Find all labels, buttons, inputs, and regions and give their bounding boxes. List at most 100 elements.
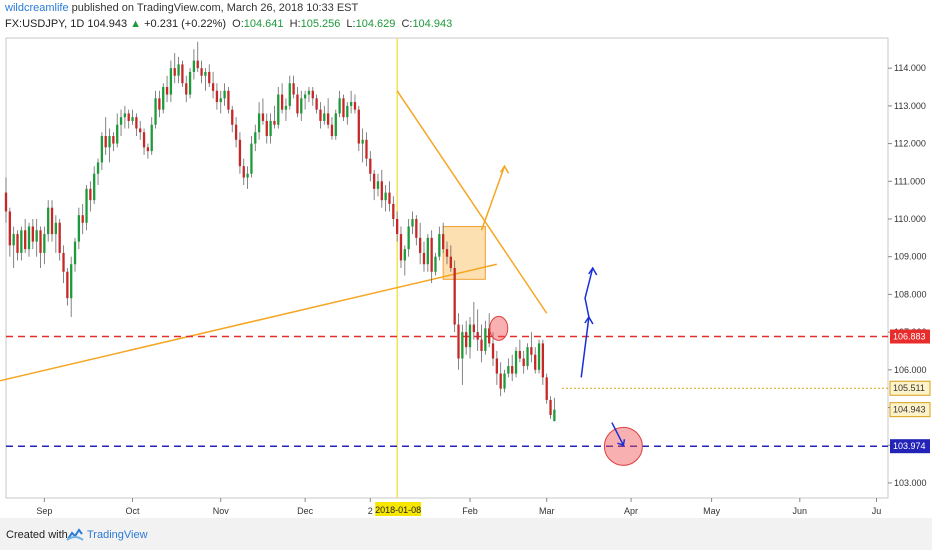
- arrowhead-icon: [617, 439, 626, 447]
- candle-body: [380, 181, 383, 201]
- candle-body: [330, 124, 334, 137]
- candle-body: [89, 188, 92, 201]
- candle-body: [58, 222, 61, 253]
- x-tick-label: May: [703, 506, 721, 516]
- up-triangle-icon: ▲: [130, 18, 142, 30]
- candle-body: [223, 90, 226, 99]
- candle-body: [39, 230, 42, 253]
- candle-body: [238, 139, 242, 167]
- candle-body: [139, 128, 142, 133]
- candle-body: [273, 120, 276, 125]
- candle-body: [257, 113, 261, 133]
- y-tick-label: 106.000: [894, 365, 927, 375]
- candle-body: [392, 203, 395, 219]
- candle-body: [530, 347, 533, 355]
- candle-body: [165, 87, 169, 95]
- y-tick-label: 109.000: [894, 252, 927, 262]
- x-tick-label: Sep: [36, 506, 52, 516]
- low-label: L:: [346, 18, 356, 30]
- candle-body: [211, 83, 215, 91]
- candle-body: [372, 173, 376, 189]
- candle-body: [280, 94, 284, 110]
- candle-body: [537, 343, 541, 370]
- y-tick-label: 103.000: [894, 478, 927, 488]
- candle-body: [442, 234, 445, 250]
- candle-body: [127, 113, 130, 121]
- open-value: 104.641: [243, 18, 284, 30]
- footer-bar: Created with TradingView: [0, 518, 932, 550]
- candle-body: [100, 136, 104, 163]
- candle-body: [200, 68, 203, 76]
- candle-body: [96, 162, 100, 174]
- candle-body: [188, 71, 192, 95]
- tradingview-logo-icon[interactable]: [66, 528, 84, 547]
- candle-body: [411, 218, 414, 227]
- x-tick-label: Oct: [126, 506, 141, 516]
- candle-body: [357, 109, 360, 144]
- candle-body: [112, 136, 115, 144]
- candle-body: [204, 71, 207, 76]
- candle-body: [399, 234, 403, 261]
- candle-body: [353, 102, 357, 110]
- candle-body: [472, 324, 475, 333]
- candle-body: [553, 409, 556, 422]
- candle-body: [303, 94, 307, 99]
- candle-body: [265, 120, 268, 137]
- candle-body: [73, 241, 77, 265]
- candle-body: [526, 347, 529, 367]
- tradingview-link[interactable]: TradingView: [87, 529, 148, 541]
- candle-body: [4, 192, 8, 212]
- candle-body: [70, 264, 73, 299]
- candle-body: [438, 234, 441, 257]
- candle-body: [35, 230, 38, 242]
- x-tick-label: Dec: [297, 506, 314, 516]
- candle-body: [395, 218, 399, 235]
- consolidation-box: [442, 226, 486, 280]
- open-label: O:: [232, 18, 244, 30]
- candle-body: [369, 158, 372, 174]
- candle-body: [518, 350, 522, 359]
- candle-body: [468, 324, 472, 348]
- candle-body: [24, 230, 27, 250]
- candle-body: [81, 215, 84, 223]
- y-tick-label: 110.000: [894, 214, 926, 224]
- candle-body: [292, 83, 295, 95]
- candle-body: [461, 332, 464, 359]
- candle-body: [495, 358, 499, 374]
- arrowhead-icon: [584, 315, 594, 325]
- candle-body: [361, 139, 364, 144]
- candle-body: [541, 343, 545, 378]
- candle-body: [403, 249, 406, 261]
- candle-body: [457, 324, 460, 359]
- candle-body: [146, 147, 150, 152]
- price-label-text: 103.974: [893, 441, 926, 451]
- price-label-box: [890, 329, 930, 344]
- candle-body: [116, 124, 119, 144]
- candle-body: [445, 249, 449, 257]
- candle-body: [242, 166, 245, 178]
- candle-body: [522, 358, 525, 367]
- symbol-label[interactable]: FX:USDJPY, 1D: [5, 18, 85, 30]
- close-value: 104.943: [412, 18, 453, 30]
- candle-body: [323, 113, 326, 121]
- author-link[interactable]: wildcreamlife: [5, 2, 69, 14]
- x-tick-label: Feb: [462, 506, 478, 516]
- candle-body: [8, 211, 11, 246]
- candle-body: [315, 98, 318, 110]
- candle-body: [234, 124, 238, 140]
- candle-body: [27, 226, 31, 250]
- candle-body: [254, 132, 257, 144]
- x-tick-label: Mar: [539, 506, 555, 516]
- candle-body: [196, 60, 199, 69]
- candle-body: [346, 105, 349, 118]
- candle-body: [334, 113, 337, 137]
- last-price: 104.943: [87, 18, 128, 30]
- candle-body: [192, 60, 196, 72]
- candle-body: [215, 90, 219, 103]
- x-tick-label: Apr: [624, 506, 638, 516]
- candle-body: [277, 94, 280, 125]
- candle-body: [162, 87, 165, 110]
- candle-body: [77, 215, 81, 242]
- candle-body: [54, 222, 58, 235]
